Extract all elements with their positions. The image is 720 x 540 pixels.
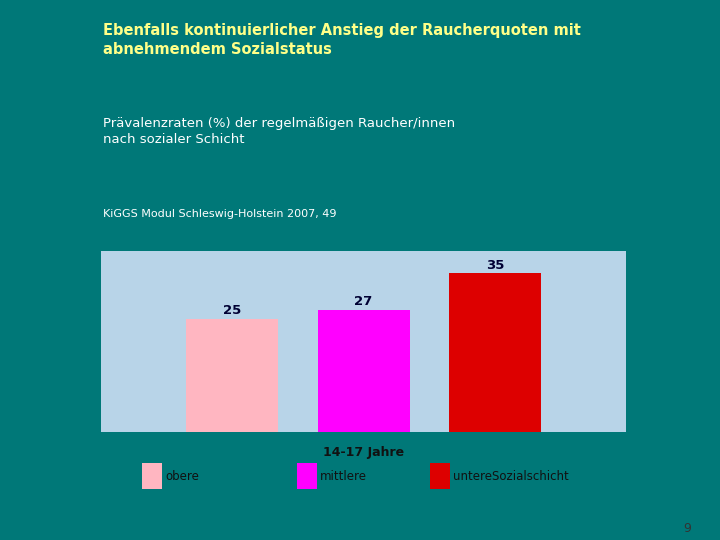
Bar [449,273,541,432]
Text: 35: 35 [486,259,504,272]
Text: Prävalenzraten (%) der regelmäßigen Raucher/innen
nach sozialer Schicht: Prävalenzraten (%) der regelmäßigen Rauc… [103,117,455,146]
Text: KiGGS Modul Schleswig-Holstein 2007, 49: KiGGS Modul Schleswig-Holstein 2007, 49 [103,208,336,219]
Text: 14-17 Jahre: 14-17 Jahre [323,446,404,458]
Bar [297,463,317,489]
Bar [318,310,410,432]
Text: Ebenfalls kontinuierlicher Anstieg der Raucherquoten mit
abnehmendem Sozialstatu: Ebenfalls kontinuierlicher Anstieg der R… [103,23,581,57]
Text: untereSozialschicht: untereSozialschicht [454,470,570,483]
Text: 9: 9 [683,522,691,535]
Text: 25: 25 [223,304,241,317]
Text: obere: obere [165,470,199,483]
Text: 27: 27 [354,295,373,308]
Text: mittlere: mittlere [320,470,367,483]
Bar [430,463,450,489]
Bar [142,463,162,489]
Bar [186,319,278,432]
